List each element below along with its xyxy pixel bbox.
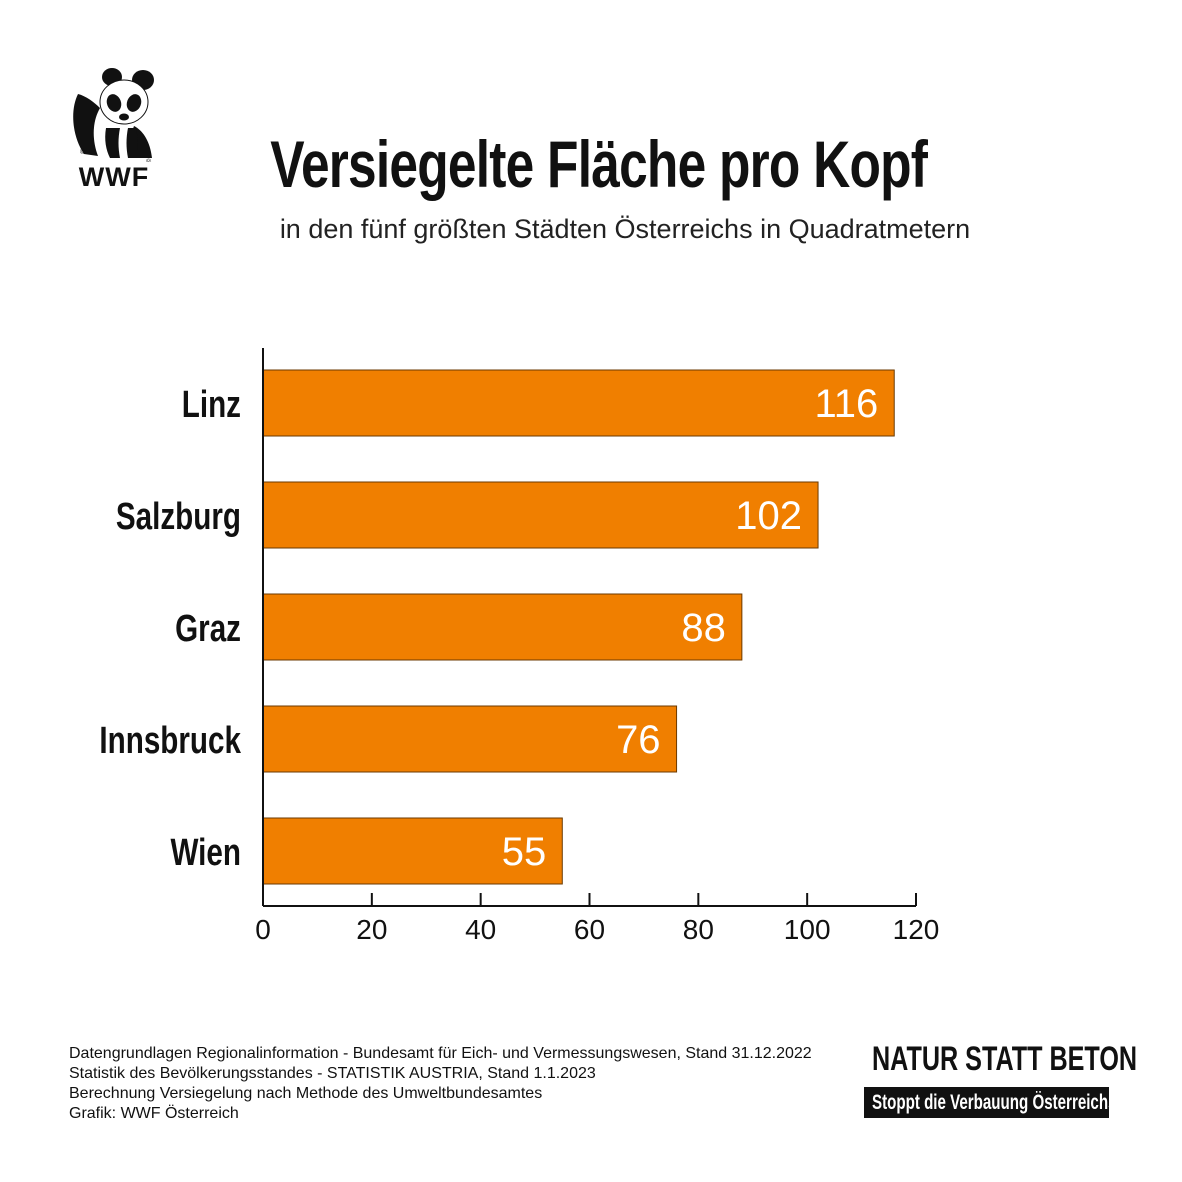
category-label: Linz [182, 384, 241, 426]
bar-chart: 116 Linz 102 Salzburg 88 Graz 76 Innsbruck 55 Wie… [99, 348, 940, 945]
chart-subtitle: in den fünf größten Städten Österreichs … [279, 214, 971, 244]
category-label: Salzburg [116, 496, 241, 538]
campaign-slogan: Stoppt die Verbauung Österreichs! [872, 1091, 1109, 1114]
campaign-title: NATUR STATT BETON [872, 1040, 1138, 1078]
category-label: Innsbruck [99, 720, 241, 762]
data-label: 102 [735, 494, 802, 538]
bar [262, 593, 743, 661]
source-line: Berechnung Versiegelung nach Methode des… [69, 1085, 543, 1102]
x-tick-label: 20 [356, 914, 387, 945]
campaign-badge: NATUR STATT BETON Stoppt die Verbauung Ö… [864, 1040, 1138, 1118]
source-notes: Datengrundlagen Regionalinformation - Bu… [69, 1044, 812, 1124]
bar [262, 369, 895, 437]
x-tick-label: 120 [893, 914, 940, 945]
campaign-slogan-box: Stoppt die Verbauung Österreichs! [864, 1087, 1109, 1118]
x-tick-label: 100 [784, 914, 831, 945]
source-line: Statistik des Bevölkerungsstandes - STAT… [69, 1065, 596, 1082]
bar [262, 705, 678, 773]
logo-text: WWF [78, 162, 150, 192]
category-label: Wien [170, 832, 241, 874]
source-line: Datengrundlagen Regionalinformation - Bu… [69, 1045, 812, 1062]
panda-icon: © ® [73, 68, 154, 166]
x-tick-label: 0 [255, 914, 271, 945]
data-label: 55 [502, 830, 547, 874]
data-label: 76 [616, 718, 661, 762]
x-tick-label: 40 [465, 914, 496, 945]
data-label: 116 [814, 382, 878, 426]
x-tick-label: 60 [574, 914, 605, 945]
data-label: 88 [681, 606, 726, 650]
wwf-logo: © ® WWF [66, 66, 162, 196]
chart-title: Versiegelte Fläche pro Kopf [270, 127, 928, 201]
source-line: Grafik: WWF Österreich [69, 1105, 239, 1122]
svg-text:©: © [80, 148, 86, 156]
x-tick-label: 80 [683, 914, 714, 945]
category-label: Graz [175, 608, 241, 650]
